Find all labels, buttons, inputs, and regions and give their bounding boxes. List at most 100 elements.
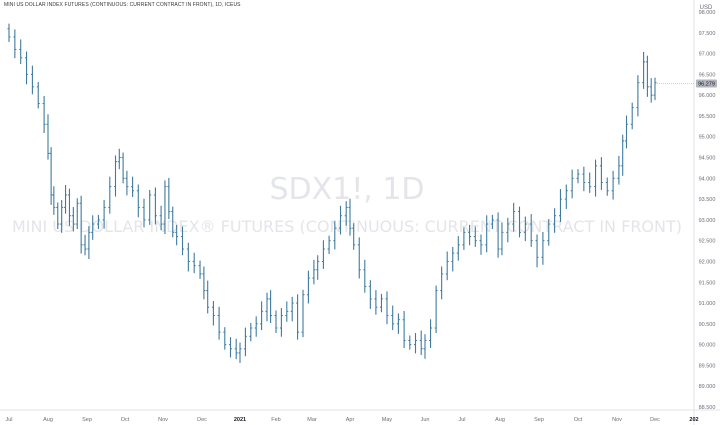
ohlc-bar [630,102,634,130]
x-tick-label: May [382,417,393,423]
ohlc-bar [451,246,455,272]
x-tick-label: Oct [574,417,583,423]
x-tick-label: Jun [421,417,430,423]
x-tick-label: 2021 [234,417,246,423]
x-tick-label: Mar [307,417,317,423]
ohlc-bar [301,289,305,338]
ohlc-bar [87,226,91,259]
ohlc-bar [167,177,171,220]
ohlc-bar [260,301,264,331]
y-tick-label: 92.500 [699,239,716,245]
ohlc-bar [36,81,40,109]
ohlc-bar [576,169,580,184]
ohlc-bar [202,266,206,300]
ohlc-bar [344,201,348,226]
ohlc-bar [529,214,533,247]
y-tick-label: 93.500 [699,197,716,203]
ohlc-bar [198,260,202,279]
x-tick-label: Apr [346,417,355,423]
ohlc-bar [440,266,444,300]
y-tick-label: 96.000 [699,93,716,99]
ohlc-bar [653,77,657,101]
ohlc-bar [506,217,510,243]
ohlc-bar [605,177,609,196]
ohlc-bar [234,338,238,360]
x-tick-label: Nov [158,417,168,423]
y-tick-label: 94.000 [699,176,716,182]
ohlc-bar [249,323,253,342]
ohlc-bar [429,319,433,348]
ohlc-bar [60,199,64,233]
last-price-tag [696,79,717,88]
ohlc-bar [30,65,34,95]
ohlc-bar [468,224,472,246]
y-tick-label: 95.000 [699,135,716,141]
ohlc-bar [192,252,196,274]
y-tick-label: 95.500 [699,114,716,120]
ohlc-bar [114,155,117,197]
ohlc-bar [7,23,11,42]
ohlc-bar [588,172,592,193]
ohlc-bar [553,208,557,233]
ohlc-bar [19,39,23,64]
ohlc-bar [479,234,483,255]
ohlc-bar [402,310,406,348]
ohlc-bar [296,294,300,340]
ohlc-bar [379,293,383,313]
ohlc-bar [121,152,125,184]
x-tick-label: Nov [612,417,622,423]
ohlc-bar [316,255,320,280]
ohlc-bar [357,237,361,279]
y-tick-label: 88.500 [699,405,716,411]
ohlc-bar [96,214,100,230]
ohlc-bar [290,296,294,322]
ohlc-bar [64,184,68,214]
ohlc-bar [414,332,417,354]
ohlc-bar [42,95,46,133]
x-tick-label: Dec [650,417,660,423]
x-tick-label: Sep [82,417,92,423]
ohlc-bar [56,202,60,230]
ohlc-bar [333,220,337,250]
ohlc-bar [363,259,367,293]
ohlc-bar [279,308,283,337]
ohlc-bar [49,147,53,205]
ohlc-bar [518,206,521,238]
ohlc-bar [148,189,152,225]
ohlc-bar [131,176,135,198]
ohlc-bar [108,176,112,214]
x-tick-label: Feb [271,417,280,423]
ohlc-bar [254,316,258,337]
ohlc-bar [434,285,438,333]
ohlc-bar [117,148,121,170]
ohlc-bar [13,29,17,59]
ohlc-bar [490,214,494,230]
ohlc-bar [456,236,460,261]
y-tick-label: 90.500 [699,322,716,328]
y-tick-label: 91.000 [699,301,716,307]
ohlc-bar [285,301,289,322]
ohlc-bar [636,75,640,117]
ohlc-bar [171,206,175,238]
ohlc-bar [175,224,179,246]
ohlc-bar [142,198,146,228]
y-tick-label: 90.000 [699,343,716,349]
ohlc-bar [306,270,310,304]
currency-label: USD [700,5,713,11]
ohlc-bar [217,306,221,340]
ohlc-bar [445,251,449,281]
ohlc-bar [269,290,273,324]
ohlc-bar [91,215,95,240]
y-tick-label: 96.500 [699,72,716,78]
watermark-name: MINI US DOLLAR INDEX® FUTURES (CONTINUOU… [11,217,683,236]
ohlc-bar [423,334,427,359]
ohlc-bar [611,170,615,200]
y-tick-label: 89.000 [699,384,716,390]
ohlc-bar [485,215,489,253]
y-tick-label: 91.500 [699,280,716,286]
ohlc-bar [642,51,646,89]
ohlc-bar [374,290,378,315]
ohlc-bar [352,223,356,250]
ohlc-bar [419,330,423,356]
